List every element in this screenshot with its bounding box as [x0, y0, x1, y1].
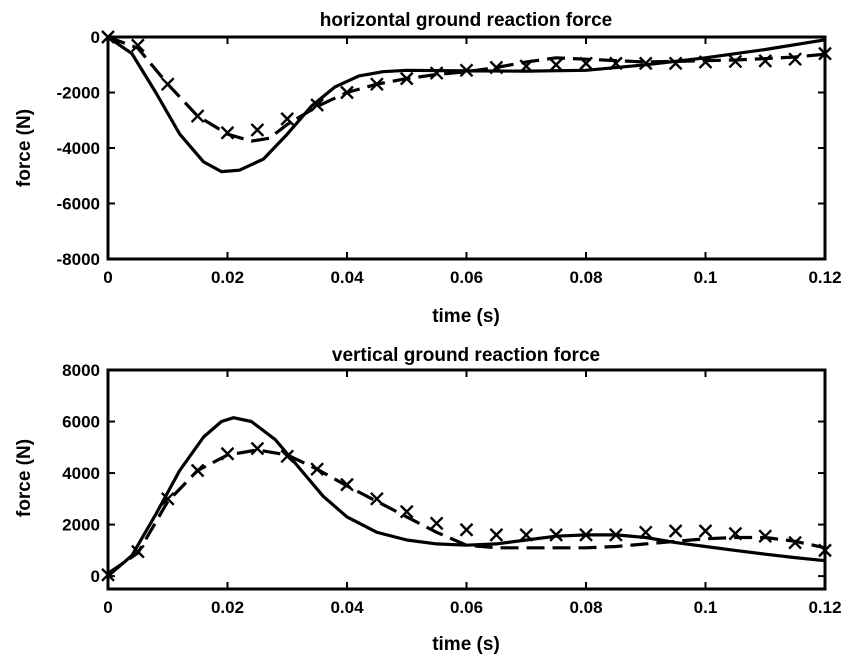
x-marker: [101, 30, 115, 44]
plot-area: [106, 35, 827, 261]
plot-area: [106, 368, 827, 591]
chart-title: horizontal ground reaction force: [320, 10, 612, 31]
y-tick-label: 4000: [62, 464, 100, 483]
x-marker: [220, 125, 235, 140]
x-tick-label: 0.08: [569, 598, 602, 617]
x-marker: [131, 544, 145, 559]
x-marker: [429, 516, 444, 531]
x-marker: [638, 525, 653, 540]
y-tick-labels: 0 2000 4000 6000 8000: [62, 361, 100, 586]
x-tick-label: 0.06: [450, 268, 483, 287]
x-marker: [818, 46, 832, 61]
x-marker: [638, 56, 653, 71]
x-marker: [340, 85, 354, 100]
x-marker: [788, 52, 802, 67]
x-marker: [489, 60, 504, 75]
x-marker: [698, 524, 713, 538]
y-tick-label: 8000: [62, 361, 100, 380]
subplot-vertical-force: vertical ground reaction force 0 0.02 0.04…: [14, 345, 842, 655]
y-tick-label: -2000: [57, 84, 100, 103]
x-tick-label: 0.08: [569, 268, 602, 287]
x-marker: [190, 463, 205, 478]
y-tick-label: -8000: [57, 250, 100, 269]
x-marker: [250, 123, 265, 137]
y-tick-label: 0: [91, 28, 100, 47]
x-marker: [579, 528, 593, 542]
series-group: [101, 416, 832, 582]
x-marker: [160, 77, 175, 92]
x-marker: [370, 77, 384, 92]
x-tick-label: 0.12: [808, 598, 841, 617]
x-tick-label: 0.12: [808, 268, 841, 287]
series-group: [101, 30, 832, 174]
y-tick-label: 6000: [62, 413, 100, 432]
x-marker: [101, 567, 115, 582]
x-marker: [519, 528, 534, 542]
x-marker: [668, 56, 683, 71]
x-tick-labels: 0 0.02 0.04 0.06 0.08 0.1 0.12: [103, 598, 841, 617]
x-marker: [310, 98, 324, 112]
x-marker: [579, 56, 593, 71]
x-marker: [280, 112, 295, 126]
solid-series-line: [106, 416, 826, 578]
x-tick-label: 0.02: [211, 598, 244, 617]
x-marker: [668, 524, 683, 538]
chart-title: vertical ground reaction force: [332, 345, 600, 366]
x-marker: [519, 59, 534, 73]
y-axis-label: force (N): [14, 109, 35, 187]
x-marker: [459, 63, 474, 78]
x-marker: [160, 491, 175, 506]
x-marker: [220, 446, 235, 461]
x-marker: [429, 66, 444, 80]
x-marker: [399, 71, 414, 86]
x-marker: [549, 528, 563, 542]
x-marker: [340, 477, 354, 492]
x-tick-label: 0.1: [694, 598, 718, 617]
solid-series-line: [107, 35, 826, 174]
x-marker: [609, 528, 623, 542]
x-marker: [190, 109, 205, 123]
x-tick-labels: 0 0.02 0.04 0.06 0.08 0.1 0.12: [103, 268, 841, 287]
y-tick-label: -6000: [57, 195, 100, 214]
axis-ticks: [107, 369, 826, 589]
y-tick-label: 0: [91, 567, 100, 586]
x-marker: [459, 522, 474, 537]
x-marker: [728, 54, 743, 69]
y-tick-label: 2000: [62, 516, 100, 535]
x-tick-label: 0: [103, 268, 112, 287]
y-tick-label: -4000: [57, 139, 100, 158]
x-marker: [370, 491, 384, 506]
x-marker: [131, 38, 145, 53]
x-marker: [250, 441, 265, 456]
x-marker: [758, 54, 773, 68]
x-marker: [788, 535, 802, 550]
x-marker: [818, 543, 832, 558]
x-axis-label: time (s): [432, 634, 500, 655]
y-axis-label: force (N): [14, 439, 35, 517]
x-tick-label: 0.1: [694, 268, 718, 287]
x-tick-label: 0.02: [211, 268, 244, 287]
x-marker: [310, 462, 324, 477]
x-marker: [728, 526, 743, 541]
subplot-horizontal-force: horizontal ground reaction force 0 0.02 0.…: [14, 10, 842, 327]
x-axis-label: time (s): [432, 306, 500, 327]
x-tick-label: 0: [103, 598, 112, 617]
x-tick-label: 0.06: [450, 598, 483, 617]
x-marker: [489, 528, 504, 542]
x-tick-label: 0.04: [330, 268, 364, 287]
x-marker: [758, 529, 773, 544]
x-marker: [609, 56, 623, 71]
x-marker: [698, 55, 713, 69]
x-marker: [399, 504, 414, 519]
x-marker: [280, 449, 295, 464]
x-tick-label: 0.04: [330, 598, 364, 617]
axis-ticks: [107, 36, 826, 260]
y-tick-labels: -8000 -6000 -4000 -2000 0: [57, 28, 100, 269]
x-marker: [549, 57, 563, 72]
